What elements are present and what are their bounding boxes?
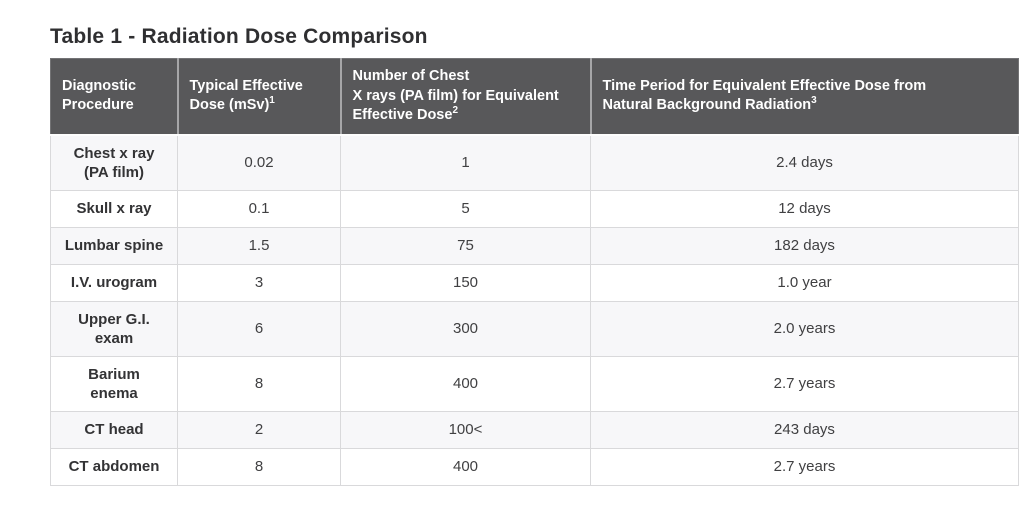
cell-procedure: CT head xyxy=(50,410,178,449)
cell-dose: 8 xyxy=(177,355,341,412)
cell-period: 2.0 years xyxy=(590,300,1019,357)
header-line: Dose (mSv)1 xyxy=(189,95,275,114)
cell-procedure: Chest x ray (PA film) xyxy=(50,134,178,191)
cell-procedure: CT abdomen xyxy=(50,447,178,486)
footnote-marker: 3 xyxy=(811,95,817,107)
cell-dose: 1.5 xyxy=(177,226,341,265)
cell-xrays: 1 xyxy=(340,134,591,191)
cell-dose: 8 xyxy=(177,447,341,486)
cell-procedure: Lumbar spine xyxy=(50,226,178,265)
cell-xrays: 400 xyxy=(340,447,591,486)
cell-xrays: 400 xyxy=(340,355,591,412)
cell-dose: 0.1 xyxy=(177,189,341,228)
cell-period: 243 days xyxy=(590,410,1019,449)
table-row: CT head 2 100< 243 days xyxy=(50,410,1019,449)
col-header-time-period-background-radiation: Time Period for Equivalent Effective Dos… xyxy=(589,58,1019,136)
cell-procedure: Barium enema xyxy=(50,355,178,412)
cell-period: 12 days xyxy=(590,189,1019,228)
footnote-marker: 2 xyxy=(452,105,458,117)
header-line: Procedure xyxy=(62,97,134,114)
radiation-dose-table: Diagnostic Procedure Typical Effective D… xyxy=(50,58,1019,486)
col-header-typical-effective-dose: Typical Effective Dose (mSv)1 xyxy=(176,58,341,136)
header-line: Diagnostic xyxy=(62,77,137,94)
header-line: X rays (PA film) for Equivalent Effectiv… xyxy=(352,87,559,124)
table-row: CT abdomen 8 400 2.7 years xyxy=(50,447,1019,486)
cell-period: 2.4 days xyxy=(590,134,1019,191)
header-line: Number of Chest xyxy=(352,68,470,84)
cell-procedure: Skull x ray xyxy=(50,189,178,228)
header-line: Natural Background Radiation3 xyxy=(602,95,817,114)
cell-period: 182 days xyxy=(590,226,1019,265)
cell-period: 2.7 years xyxy=(590,355,1019,412)
table-row: Skull x ray 0.1 5 12 days xyxy=(50,189,1019,228)
table-header-row: Diagnostic Procedure Typical Effective D… xyxy=(50,58,1019,136)
cell-dose: 6 xyxy=(177,300,341,357)
table-row: Lumbar spine 1.5 75 182 days xyxy=(50,226,1019,265)
table-row: Upper G.I. exam 6 300 2.0 years xyxy=(50,300,1019,357)
table-row: Barium enema 8 400 2.7 years xyxy=(50,355,1019,412)
cell-xrays: 75 xyxy=(340,226,591,265)
cell-dose: 3 xyxy=(177,263,341,302)
table-row: I.V. urogram 3 150 1.0 year xyxy=(50,263,1019,302)
col-header-number-of-chest-xrays: Number of Chest X rays (PA film) for Equ… xyxy=(339,58,591,136)
cell-xrays: 5 xyxy=(340,189,591,228)
header-line: Time Period for Equivalent Effective Dos… xyxy=(602,77,927,94)
cell-xrays: 100< xyxy=(340,410,591,449)
cell-dose: 2 xyxy=(177,410,341,449)
header-line: Typical Effective xyxy=(189,77,303,94)
col-header-diagnostic-procedure: Diagnostic Procedure xyxy=(50,58,178,136)
cell-dose: 0.02 xyxy=(177,134,341,191)
cell-procedure: I.V. urogram xyxy=(50,263,178,302)
footnote-marker: 1 xyxy=(269,95,275,107)
cell-period: 1.0 year xyxy=(590,263,1019,302)
cell-xrays: 300 xyxy=(340,300,591,357)
cell-procedure: Upper G.I. exam xyxy=(50,300,178,357)
page-title: Table 1 - Radiation Dose Comparison xyxy=(50,25,428,49)
table-row: Chest x ray (PA film) 0.02 1 2.4 days xyxy=(50,134,1019,191)
cell-period: 2.7 years xyxy=(590,447,1019,486)
cell-xrays: 150 xyxy=(340,263,591,302)
